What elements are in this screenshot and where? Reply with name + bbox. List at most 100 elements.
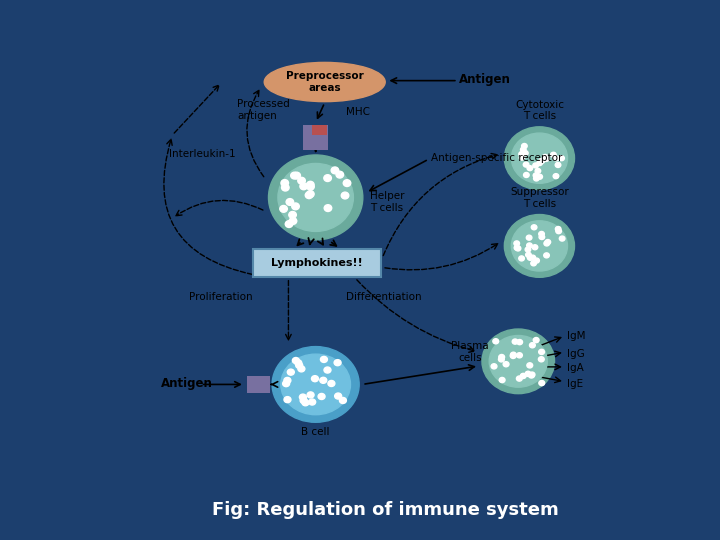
- Ellipse shape: [324, 175, 331, 181]
- Text: IgG: IgG: [567, 349, 585, 360]
- Ellipse shape: [309, 399, 315, 405]
- Ellipse shape: [298, 177, 305, 184]
- Text: Antigen: Antigen: [459, 73, 511, 86]
- Text: Lymphokines!!: Lymphokines!!: [271, 258, 363, 268]
- Ellipse shape: [554, 156, 559, 161]
- Ellipse shape: [518, 256, 524, 261]
- Ellipse shape: [289, 212, 297, 218]
- Ellipse shape: [525, 247, 531, 252]
- Ellipse shape: [523, 162, 529, 167]
- Ellipse shape: [529, 343, 535, 348]
- Ellipse shape: [539, 232, 544, 237]
- Ellipse shape: [516, 353, 523, 358]
- Ellipse shape: [516, 376, 522, 381]
- Ellipse shape: [529, 372, 535, 377]
- Ellipse shape: [320, 356, 328, 362]
- Text: Cytotoxic
T cells: Cytotoxic T cells: [515, 100, 564, 122]
- Ellipse shape: [482, 329, 554, 394]
- Text: Processed
antigen: Processed antigen: [237, 99, 289, 120]
- Ellipse shape: [539, 234, 544, 240]
- Ellipse shape: [289, 218, 297, 225]
- Ellipse shape: [517, 340, 523, 345]
- Ellipse shape: [264, 63, 385, 102]
- Ellipse shape: [526, 235, 532, 240]
- Ellipse shape: [525, 371, 531, 376]
- Text: Antigen-specific receptor: Antigen-specific receptor: [431, 153, 562, 163]
- Text: MHC: MHC: [346, 107, 370, 117]
- Ellipse shape: [499, 354, 505, 360]
- Ellipse shape: [292, 203, 300, 210]
- Ellipse shape: [504, 214, 575, 278]
- Ellipse shape: [312, 376, 318, 382]
- Ellipse shape: [556, 228, 562, 234]
- FancyBboxPatch shape: [312, 125, 328, 135]
- Ellipse shape: [559, 156, 564, 161]
- Ellipse shape: [516, 246, 521, 251]
- Ellipse shape: [284, 396, 291, 403]
- Ellipse shape: [296, 362, 302, 368]
- Ellipse shape: [281, 354, 351, 415]
- Ellipse shape: [527, 166, 533, 171]
- Ellipse shape: [539, 381, 544, 386]
- Ellipse shape: [493, 339, 499, 344]
- Ellipse shape: [285, 221, 293, 227]
- Text: Helper
T cells: Helper T cells: [370, 191, 405, 213]
- Ellipse shape: [281, 180, 289, 186]
- Ellipse shape: [510, 353, 516, 359]
- Ellipse shape: [284, 377, 291, 383]
- Ellipse shape: [343, 180, 351, 186]
- Ellipse shape: [286, 199, 294, 205]
- Ellipse shape: [307, 184, 314, 190]
- Ellipse shape: [503, 362, 509, 367]
- Ellipse shape: [504, 127, 575, 190]
- Ellipse shape: [283, 381, 289, 387]
- Ellipse shape: [498, 357, 504, 362]
- Ellipse shape: [293, 172, 300, 179]
- Ellipse shape: [519, 152, 524, 157]
- Ellipse shape: [526, 252, 531, 258]
- Ellipse shape: [300, 397, 307, 403]
- Ellipse shape: [291, 172, 298, 179]
- Ellipse shape: [533, 163, 539, 168]
- Ellipse shape: [324, 205, 332, 212]
- Text: Fig: Regulation of immune system: Fig: Regulation of immune system: [212, 501, 559, 519]
- Text: Plasma
cells: Plasma cells: [451, 341, 489, 363]
- Text: Interleukin-1: Interleukin-1: [169, 148, 236, 159]
- Ellipse shape: [489, 335, 547, 387]
- Ellipse shape: [523, 151, 528, 156]
- Ellipse shape: [545, 240, 551, 245]
- Ellipse shape: [521, 373, 526, 379]
- Ellipse shape: [336, 171, 343, 178]
- Ellipse shape: [535, 168, 541, 173]
- Ellipse shape: [335, 393, 341, 399]
- Text: IgE: IgE: [567, 379, 582, 388]
- Ellipse shape: [532, 245, 538, 250]
- Ellipse shape: [331, 167, 338, 174]
- Ellipse shape: [528, 373, 534, 378]
- Ellipse shape: [544, 241, 549, 246]
- Ellipse shape: [521, 147, 526, 152]
- Ellipse shape: [526, 243, 532, 248]
- Ellipse shape: [514, 245, 520, 250]
- Ellipse shape: [341, 192, 348, 199]
- Text: IgA: IgA: [567, 363, 583, 373]
- Text: Differentiation: Differentiation: [346, 292, 421, 302]
- Ellipse shape: [307, 181, 314, 188]
- Ellipse shape: [531, 261, 536, 266]
- Ellipse shape: [300, 183, 307, 190]
- Ellipse shape: [523, 172, 529, 178]
- Ellipse shape: [539, 357, 544, 362]
- Ellipse shape: [318, 394, 325, 400]
- Ellipse shape: [307, 392, 314, 398]
- Text: Antigen: Antigen: [161, 377, 213, 390]
- Text: B cell: B cell: [302, 427, 330, 437]
- FancyBboxPatch shape: [247, 376, 270, 393]
- Ellipse shape: [334, 360, 341, 366]
- Ellipse shape: [534, 176, 539, 181]
- Ellipse shape: [294, 360, 302, 366]
- Ellipse shape: [519, 155, 525, 160]
- Ellipse shape: [300, 394, 307, 400]
- Ellipse shape: [544, 157, 549, 161]
- Ellipse shape: [287, 369, 294, 375]
- Ellipse shape: [542, 154, 548, 159]
